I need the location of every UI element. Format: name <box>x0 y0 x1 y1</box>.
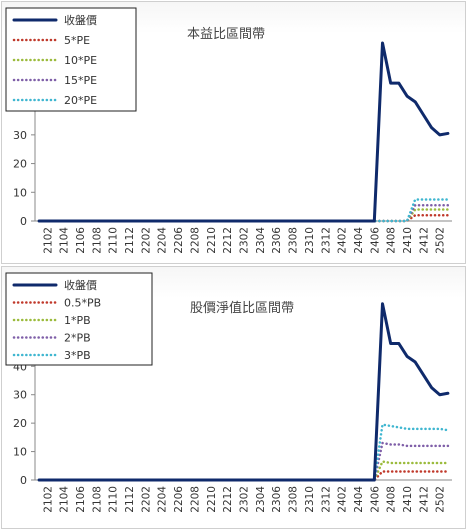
pe-band-chart: 0102030405060702102210421062108211021122… <box>5 7 452 254</box>
x-tick-label: 2306 <box>271 486 283 513</box>
x-tick-label: 2102 <box>42 486 54 513</box>
x-tick-label: 2202 <box>140 486 152 513</box>
legend-label: 5*PE <box>64 34 90 47</box>
x-tick-label: 2202 <box>140 227 152 254</box>
legend-label: 10*PE <box>64 54 97 67</box>
x-tick-label: 2312 <box>320 486 332 513</box>
x-tick-label: 2212 <box>222 486 234 513</box>
y-tick-label: 30 <box>13 129 27 142</box>
x-tick-label: 2312 <box>320 227 332 254</box>
x-tick-label: 2304 <box>255 486 267 513</box>
x-tick-label: 2308 <box>288 486 300 513</box>
y-tick-label: 0 <box>20 215 27 228</box>
series-line <box>37 41 450 223</box>
legend-label: 3*PB <box>64 349 91 362</box>
legend-label: 0.5*PB <box>64 297 101 310</box>
x-tick-label: 2108 <box>91 486 103 513</box>
x-tick-label: 2302 <box>239 227 251 254</box>
y-tick-label: 10 <box>13 186 27 199</box>
y-tick-label: 10 <box>13 446 27 459</box>
pb-band-chart: 0102030405060702102210421062108211021122… <box>5 272 452 513</box>
x-tick-label: 2308 <box>288 227 300 254</box>
x-tick-label: 2208 <box>189 227 201 254</box>
series-line <box>37 198 450 223</box>
x-tick-label: 2402 <box>337 486 349 513</box>
x-tick-label: 2404 <box>353 486 365 513</box>
x-tick-label: 2112 <box>124 227 136 254</box>
y-tick-label: 0 <box>20 474 27 487</box>
legend-label: 1*PB <box>64 314 91 327</box>
x-tick-label: 2304 <box>255 227 267 254</box>
legend-label: 2*PB <box>64 332 91 345</box>
legend-label: 收盤價 <box>64 278 97 292</box>
x-tick-label: 2502 <box>435 486 447 513</box>
x-tick-label: 2204 <box>157 227 169 254</box>
legend-label: 20*PE <box>64 94 97 107</box>
x-tick-label: 2104 <box>59 227 71 254</box>
x-tick-label: 2412 <box>418 227 430 254</box>
x-tick-label: 2212 <box>222 227 234 254</box>
x-tick-label: 2404 <box>353 227 365 254</box>
x-tick-label: 2106 <box>75 227 87 254</box>
legend-box <box>5 7 137 112</box>
x-tick-label: 2402 <box>337 227 349 254</box>
y-tick-label: 30 <box>13 389 27 402</box>
x-tick-label: 2104 <box>59 486 71 513</box>
x-tick-label: 2204 <box>157 486 169 513</box>
chart-title: 本益比區間帶 <box>187 27 265 42</box>
x-tick-label: 2108 <box>91 227 103 254</box>
x-tick-label: 2412 <box>418 486 430 513</box>
y-tick-label: 20 <box>13 158 27 171</box>
x-tick-label: 2406 <box>369 227 381 254</box>
x-tick-label: 2206 <box>173 486 185 513</box>
series-line <box>37 441 450 482</box>
series-line <box>37 460 450 482</box>
x-tick-label: 2410 <box>402 227 414 254</box>
pb-band-chart-panel: 0102030405060702102210421062108211021122… <box>1 266 466 529</box>
x-tick-label: 2310 <box>304 486 316 513</box>
series-line <box>37 208 450 223</box>
series-line <box>37 203 450 223</box>
y-tick-label: 20 <box>13 417 27 430</box>
x-tick-label: 2106 <box>75 486 87 513</box>
x-tick-label: 2102 <box>42 227 54 254</box>
pe-band-chart-panel: 0102030405060702102210421062108211021122… <box>1 1 466 264</box>
x-tick-label: 2210 <box>206 227 218 254</box>
x-tick-label: 2410 <box>402 486 414 513</box>
legend-label: 收盤價 <box>64 13 97 27</box>
series-line <box>37 423 450 482</box>
x-tick-label: 2306 <box>271 227 283 254</box>
legend-label: 15*PE <box>64 74 97 87</box>
x-tick-label: 2110 <box>108 486 120 513</box>
x-tick-label: 2408 <box>386 227 398 254</box>
x-tick-label: 2110 <box>108 227 120 254</box>
x-tick-label: 2210 <box>206 486 218 513</box>
chart-title: 股價淨值比區間帶 <box>190 300 294 316</box>
x-tick-label: 2310 <box>304 227 316 254</box>
x-tick-label: 2112 <box>124 486 136 513</box>
x-tick-label: 2208 <box>189 486 201 513</box>
x-tick-label: 2502 <box>435 227 447 254</box>
x-tick-label: 2302 <box>239 486 251 513</box>
x-tick-label: 2206 <box>173 227 185 254</box>
x-tick-label: 2406 <box>369 486 381 513</box>
series-line <box>37 302 450 482</box>
x-tick-label: 2408 <box>386 486 398 513</box>
